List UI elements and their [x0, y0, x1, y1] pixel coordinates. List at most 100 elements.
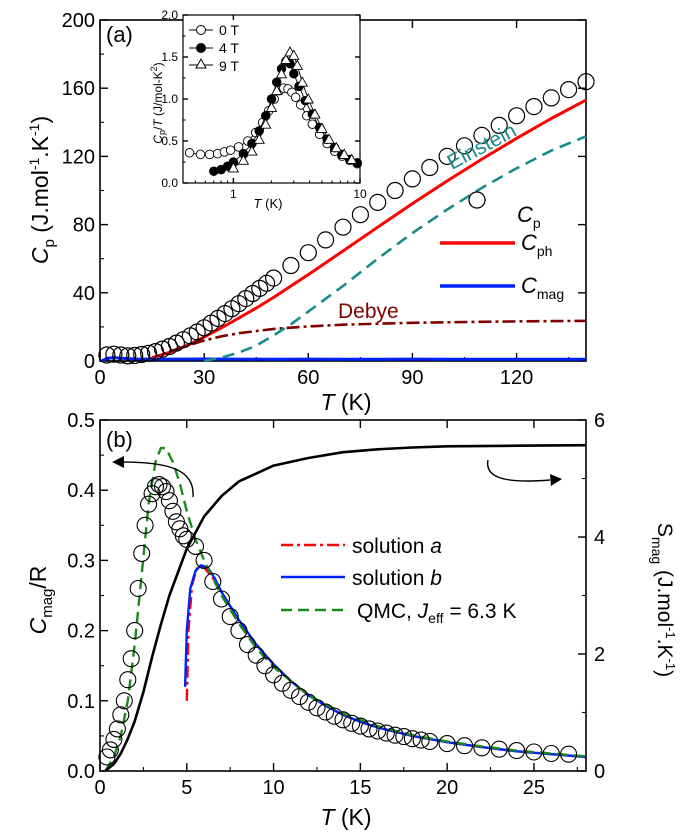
inset-series [184, 46, 362, 176]
cmag-data-point [438, 735, 456, 753]
series-smag-curve [104, 443, 587, 773]
panel-b-xtick-label: 20 [436, 777, 458, 799]
cmag-data-point [256, 657, 274, 675]
cp-data-point [559, 80, 578, 99]
cmag-data-point [122, 650, 140, 668]
cp-data-point [351, 206, 369, 224]
inset-9t-point [237, 154, 250, 165]
panel-b-ytick-label: 0.2 [67, 621, 95, 643]
cmag-data-point [112, 706, 130, 724]
panel-b-ticks: 0 5 10 15 20 25 0.0 0.1 0.2 0.3 0.4 0.5 0 2 4 6 [67, 410, 605, 799]
cp-data-point [455, 137, 474, 155]
cp-data-point [265, 269, 283, 287]
inset-xtick-label: 10 [353, 187, 367, 201]
cmag-data-point [119, 671, 137, 689]
cmag-data-point [325, 707, 343, 725]
cp-data-point [119, 347, 137, 365]
cp-data-point [98, 346, 116, 364]
cmag-data-point [140, 495, 158, 513]
inset-9t-point [253, 133, 265, 144]
panel-b-ytick-label: 0.3 [67, 550, 95, 572]
panel-a-ylabel-units: (J.mol [27, 170, 53, 239]
cmag-data-point [308, 699, 326, 717]
inset-xtick-label: 1 [230, 187, 237, 201]
panel-b-xtick-label: 0 [94, 777, 105, 799]
inset: 1 10 0.0 0.5 1.0 1.5 2.0 0 T 4 T 9 T Cp/T (J/m… [149, 8, 367, 211]
inset-0t-point [195, 149, 206, 160]
cmag-data-point [221, 608, 239, 626]
cmag-data-point [164, 502, 182, 520]
legend-cp-marker [468, 191, 486, 209]
cmag-data-point [157, 483, 175, 501]
inset-9t-point [227, 161, 240, 173]
cmag-data-point [386, 726, 404, 744]
inset-0t-point [233, 142, 244, 152]
inset-y-axis-title: Cp/T (J/mol-K2) [149, 62, 167, 143]
cmag-data-point [369, 722, 387, 740]
legend-qmc-label: QMC, Jeff = 6.3 K [357, 600, 516, 626]
inset-9t-point [316, 122, 328, 133]
panel-a-xtick-label: 120 [500, 367, 533, 389]
panel-b-y2tick-label: 0 [594, 761, 605, 783]
inset-ytick-label: 0.0 [161, 176, 178, 190]
panel-a-ylabel-exp2: -1 [26, 123, 42, 136]
panel-a-xtick-label: 30 [193, 367, 215, 389]
inset-ytick-label: 1.5 [161, 50, 178, 64]
cmag-data-point [360, 720, 378, 738]
inset-9t-point [246, 145, 258, 156]
cp-data-point [299, 244, 317, 262]
cmag-data-point [101, 741, 119, 759]
cmag-data-point [230, 622, 248, 640]
inset-legend-label-9T: 9 T [219, 58, 239, 74]
series-cmag-curve [101, 356, 586, 363]
cp-data-point [369, 193, 387, 211]
cmag-data-point [238, 636, 257, 654]
panel-a-xtick-label: 0 [94, 367, 105, 389]
panel-a-xtick-label: 60 [297, 367, 319, 389]
cmag-data-point [317, 703, 335, 721]
panel-a-ytick-label: 0 [84, 351, 95, 373]
inset-x-axis-title: T (K) [254, 196, 283, 211]
cmag-data-point [299, 693, 317, 711]
inset-9t-point [323, 133, 335, 144]
cmag-data-point [403, 730, 421, 748]
cmag-data-point [247, 646, 265, 664]
inset-9t-point [291, 59, 304, 70]
inset-ytick-label: 1.0 [161, 92, 178, 106]
inset-9t-point [265, 101, 278, 112]
cmag-data-point [334, 711, 352, 729]
panel-a-ytick-label: 80 [73, 215, 95, 237]
inset-9t-point [270, 84, 283, 96]
panel-a-ytick-label: 120 [62, 146, 95, 168]
inset-legend-marker-9T [195, 57, 207, 69]
legend-solution-b-label: solution b [352, 567, 442, 590]
inset-legend-marker-0T [196, 25, 206, 35]
inset-legend-marker-4T [196, 43, 206, 53]
inset-legend: 0 T 4 T 9 T [189, 22, 239, 74]
panel-b-legend: solution a solution b QMC, Jeff = 6.3 K [281, 535, 516, 626]
cp-data-point [133, 345, 151, 364]
cp-data-point [112, 346, 130, 364]
panel-a-ylabel-exp1: -1 [26, 158, 42, 171]
inset-9t-point [275, 67, 288, 79]
cmag-data-point [351, 717, 369, 735]
panel-b-y-axis-title: Cmag/R [25, 566, 56, 635]
panel-b-frame [99, 419, 587, 772]
cmag-data-point [508, 742, 526, 760]
panel-b-xtick-label: 15 [349, 777, 371, 799]
cp-data-point [577, 73, 595, 91]
right-axis-arrow [486, 459, 562, 486]
cmag-data-point [273, 674, 291, 692]
cmag-data-point [282, 681, 300, 699]
panel-b-series [98, 443, 587, 773]
cp-data-point [542, 89, 560, 107]
cp-data-point [334, 218, 352, 236]
panel-a-ytick-label: 200 [62, 10, 95, 32]
panel-a-x-axis-title: T (K) [320, 389, 371, 415]
cmag-data-point [160, 492, 178, 510]
panel-b-y2tick-label: 2 [594, 644, 605, 666]
inset-9t-point [345, 153, 358, 164]
panel-b-y2-axis-title: Smag (J.mol-1.K-1) [649, 523, 678, 677]
debye-label: Debye [338, 300, 399, 323]
panel-b-ytick-label: 0.5 [67, 410, 95, 432]
